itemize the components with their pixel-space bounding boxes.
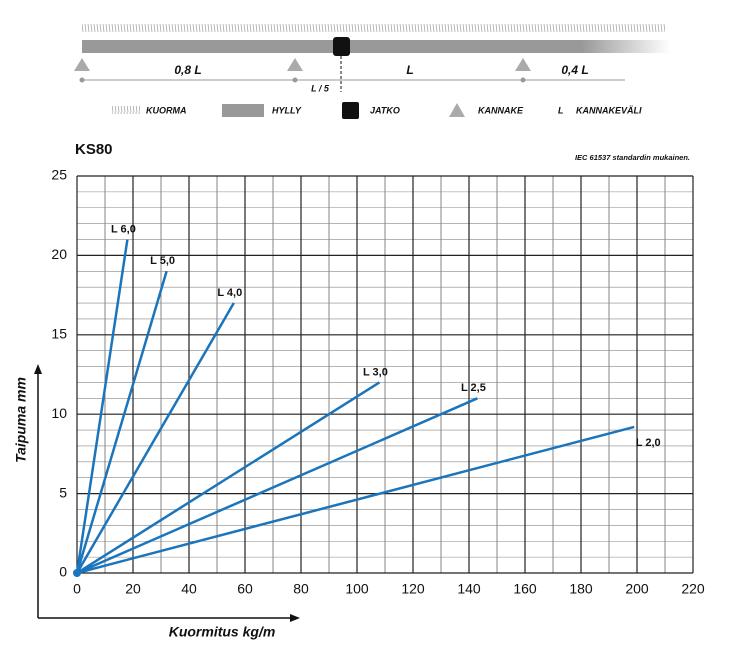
legend-icon xyxy=(222,104,264,117)
series-line xyxy=(76,397,478,575)
legend-label: KUORMA xyxy=(146,105,187,115)
y-tick-label: 5 xyxy=(59,484,67,500)
chart-subtitle: IEC 61537 standardin mukainen. xyxy=(575,153,690,162)
load-hatch xyxy=(82,24,665,32)
bracket xyxy=(515,58,531,71)
series-line xyxy=(76,381,381,575)
dimension-dot xyxy=(79,77,85,83)
y-tick-label: 10 xyxy=(51,405,67,421)
y-axis-label: Taipuma mm xyxy=(13,377,29,463)
x-axis-label: Kuormitus kg/m xyxy=(169,624,276,640)
joint xyxy=(333,37,350,56)
x-tick-label: 120 xyxy=(401,581,425,597)
series-line xyxy=(75,302,235,574)
legend-icon xyxy=(449,103,465,117)
y-tick-label: 25 xyxy=(51,167,67,183)
legend-label: L xyxy=(558,105,564,115)
x-tick-label: 200 xyxy=(625,581,649,597)
series-label: L 6,0 xyxy=(111,223,136,235)
x-tick-label: 80 xyxy=(293,581,309,597)
dimension-dot xyxy=(292,77,298,83)
legend-label: KANNAKE xyxy=(478,105,524,115)
series-label: L 4,0 xyxy=(217,287,242,299)
chart-title: KS80 xyxy=(75,141,113,158)
x-tick-label: 180 xyxy=(569,581,593,597)
span-label: 0,4 L xyxy=(561,63,588,77)
dimension-dot xyxy=(520,77,526,83)
x-tick-label: 20 xyxy=(125,581,141,597)
origin-dot xyxy=(73,569,81,577)
bracket xyxy=(74,58,90,71)
x-tick-label: 100 xyxy=(345,581,369,597)
series-label: L 3,0 xyxy=(363,366,388,378)
x-tick-label: 160 xyxy=(513,581,537,597)
x-tick-label: 40 xyxy=(181,581,197,597)
series-line xyxy=(76,425,635,575)
span-label: 0,8 L xyxy=(174,63,201,77)
series-line xyxy=(75,270,168,574)
series-label: L 5,0 xyxy=(150,255,175,267)
bracket xyxy=(287,58,303,71)
series-label: L 2,5 xyxy=(461,382,486,394)
x-arrow-head xyxy=(290,614,300,622)
y-arrow-head xyxy=(34,364,42,374)
legend-label: JATKO xyxy=(370,105,400,115)
series-line xyxy=(75,239,129,574)
series-label: L 2,0 xyxy=(636,437,661,449)
legend-label: KANNAKEVÄLI xyxy=(576,105,642,115)
legend-icon xyxy=(112,106,140,114)
x-tick-label: 60 xyxy=(237,581,253,597)
x-tick-label: 140 xyxy=(457,581,481,597)
span-label: L xyxy=(406,63,413,77)
legend-label: HYLLY xyxy=(272,105,302,115)
joint-label: L / 5 xyxy=(311,83,330,93)
y-tick-label: 20 xyxy=(51,246,67,262)
y-tick-label: 15 xyxy=(51,326,67,342)
shelf-diagram: 0,8 L L 0,4 L L / 5 KUORMA HYLLY JATKO K… xyxy=(74,24,670,119)
legend-icon xyxy=(342,102,359,119)
shelf-bar xyxy=(82,40,670,53)
x-tick-label: 220 xyxy=(681,581,705,597)
x-tick-label: 0 xyxy=(73,581,81,597)
y-tick-label: 0 xyxy=(59,564,67,580)
